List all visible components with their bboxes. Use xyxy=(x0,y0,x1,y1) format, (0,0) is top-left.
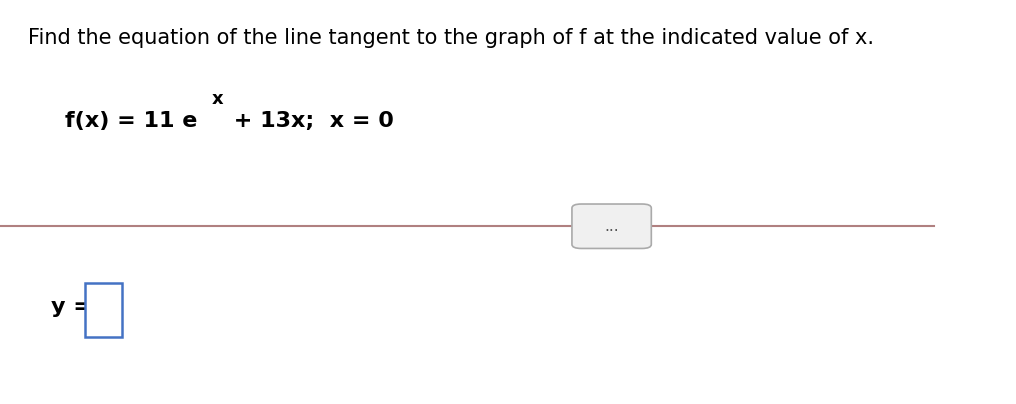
FancyBboxPatch shape xyxy=(85,283,122,337)
FancyBboxPatch shape xyxy=(572,204,651,248)
Text: y =: y = xyxy=(52,297,92,317)
Text: ...: ... xyxy=(605,219,619,234)
Text: + 13x;  x = 0: + 13x; x = 0 xyxy=(226,111,394,131)
Text: Find the equation of the line tangent to the graph of f at the indicated value o: Find the equation of the line tangent to… xyxy=(28,28,874,48)
Text: x: x xyxy=(212,90,224,108)
Text: f(x) = 11 e: f(x) = 11 e xyxy=(65,111,198,131)
